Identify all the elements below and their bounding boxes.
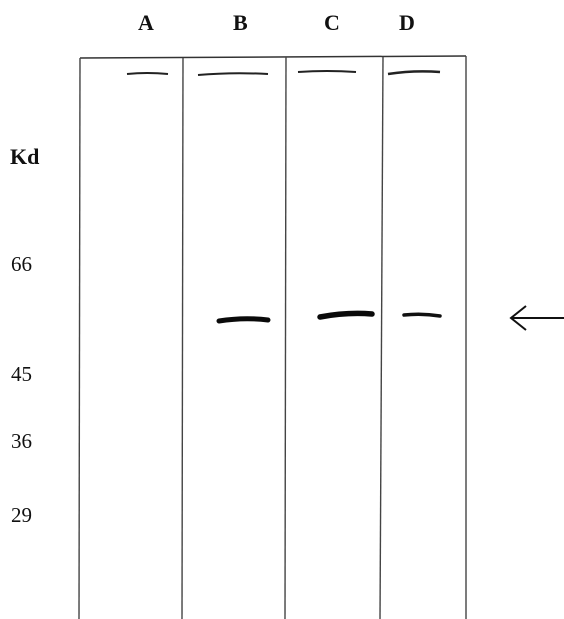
marker-66: 66: [11, 252, 32, 276]
well-c: [297, 70, 357, 73]
kd-axis-label: Kd: [10, 144, 40, 169]
gel-top-edge: [79, 55, 467, 59]
lane-label-c: C: [324, 10, 340, 35]
lane-label-a: A: [138, 10, 154, 35]
well-a: [126, 72, 169, 75]
arrow-icon: [509, 305, 527, 331]
marker-36: 36: [11, 429, 32, 453]
marker-45: 45: [11, 362, 32, 386]
lane-divider-bc: [284, 56, 287, 619]
lane-divider-left: [78, 57, 81, 619]
lane-divider-cd: [379, 56, 384, 619]
band-d: [402, 312, 442, 318]
marker-29: 29: [11, 503, 32, 527]
well-d: [387, 70, 441, 76]
well-b: [197, 72, 269, 76]
lane-label-b: B: [233, 10, 248, 35]
lane-label-d: D: [399, 10, 415, 35]
band-b: [216, 316, 271, 324]
band-c: [317, 310, 375, 320]
lane-divider-ab: [181, 57, 184, 619]
